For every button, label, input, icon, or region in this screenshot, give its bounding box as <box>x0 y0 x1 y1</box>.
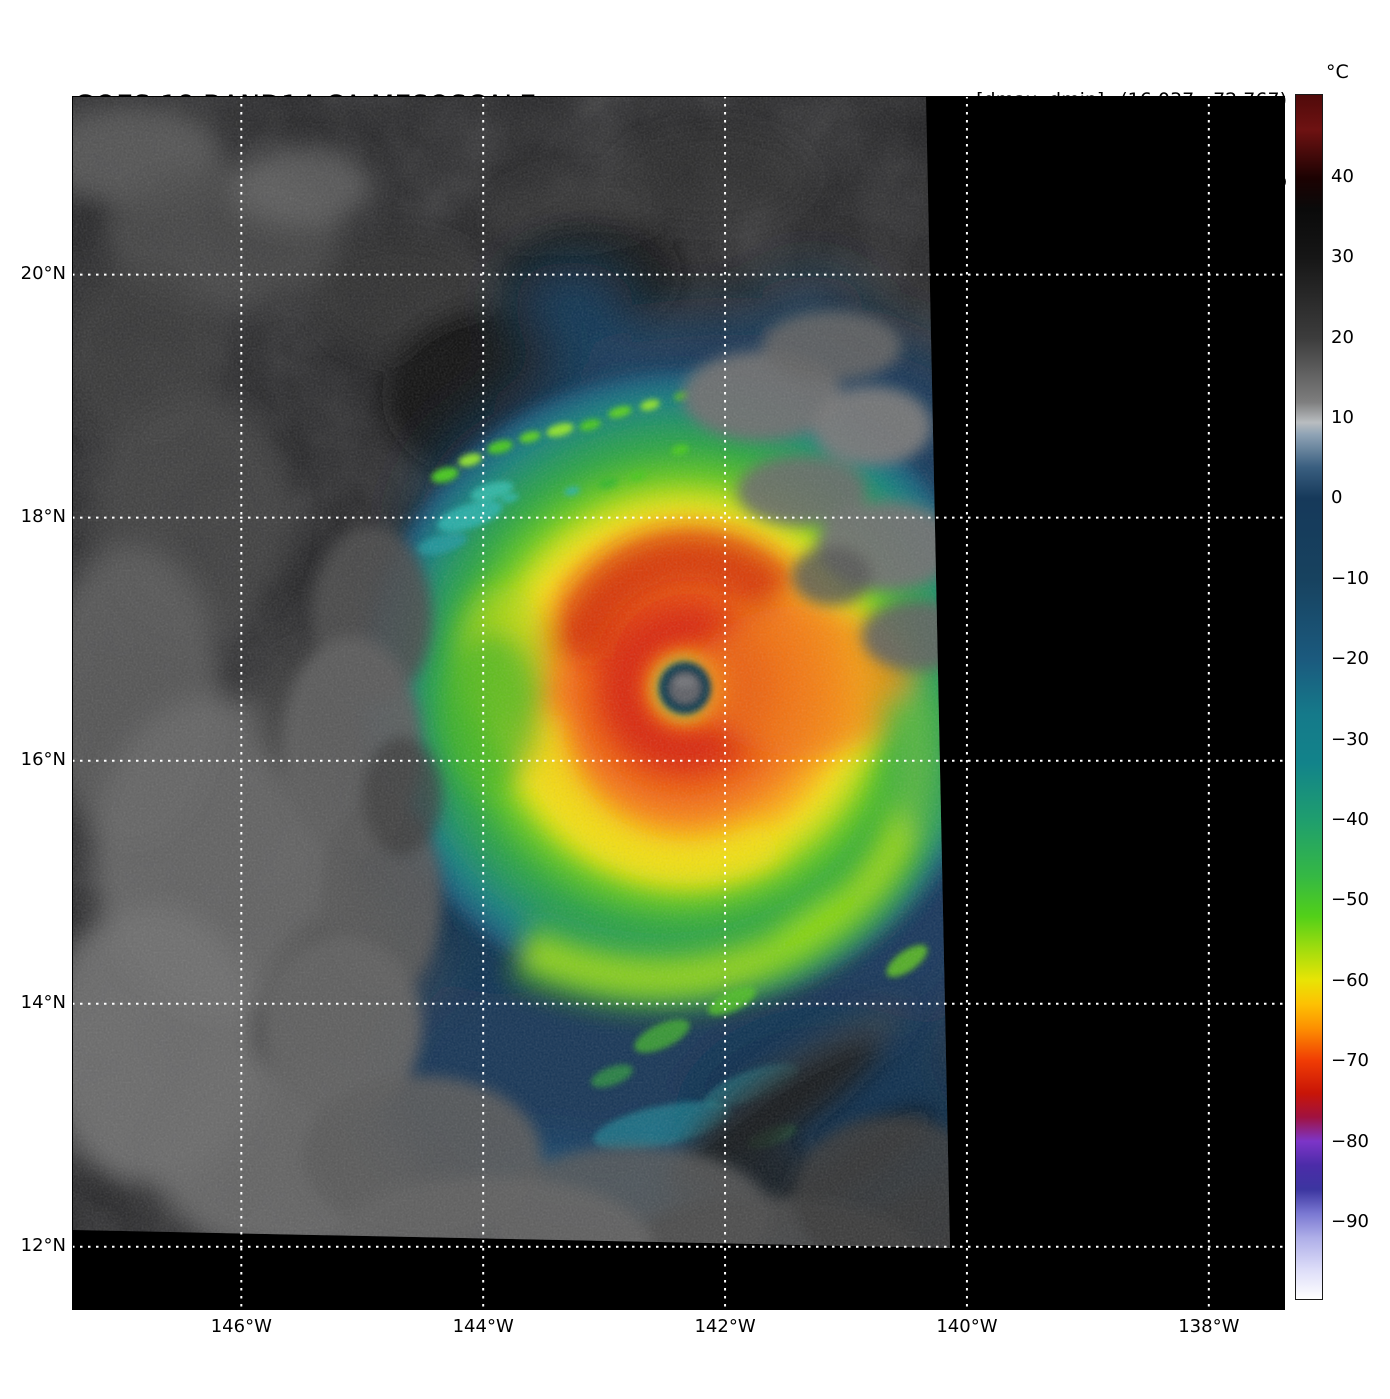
latitude-tick-label: 14°N <box>20 991 66 1013</box>
colorbar-tick-label: 40 <box>1331 165 1354 187</box>
colorbar-tick-label: 0 <box>1331 487 1343 509</box>
figure: GOES-18 BAND14-CA MESOSCALE Time: 2025/0… <box>20 61 1369 1399</box>
colorbar-tick-label: 30 <box>1331 246 1354 268</box>
lat-lon-gridlines <box>72 96 1285 1310</box>
colorbar-tick-label: 10 <box>1331 407 1354 428</box>
longitude-tick-label: 138°W <box>1178 1316 1240 1337</box>
latitude-tick-label: 12°N <box>20 1234 66 1256</box>
image-grain <box>72 96 950 1248</box>
longitude-tick-label: 142°W <box>694 1316 756 1337</box>
longitude-tick-label: 144°W <box>452 1316 514 1337</box>
satellite-image <box>72 96 1285 1310</box>
colorbar-tick-label: −20 <box>1331 648 1369 670</box>
latitude-tick-label: 16°N <box>20 748 66 770</box>
colorbar-tick-label: −60 <box>1331 969 1369 991</box>
colorbar-tick-label: 20 <box>1331 326 1354 348</box>
satellite-map: Copyright © 2020-2025 Dapiya <box>72 96 1285 1399</box>
latitude-tick-label: 20°N <box>20 262 66 284</box>
colorbar-tick-label: −10 <box>1331 567 1369 589</box>
latitude-tick-label: 18°N <box>20 505 66 527</box>
copyright-watermark: Copyright © 2020-2025 Dapiya <box>154 1375 517 1399</box>
colorbar-tick-label: −80 <box>1331 1130 1369 1152</box>
longitude-tick-label: 140°W <box>936 1316 998 1337</box>
colorbar <box>1295 94 1323 1300</box>
data-region <box>72 96 950 1248</box>
colorbar-unit-label: °C <box>1326 61 1349 83</box>
colorbar-tick-label: −90 <box>1331 1211 1369 1232</box>
colorbar-tick-label: −70 <box>1331 1050 1369 1072</box>
axes-frame <box>72 96 1285 1310</box>
colorbar-tick-label: −40 <box>1331 809 1369 830</box>
colorbar-tick-label: −50 <box>1331 889 1369 911</box>
colorbar-tick-label: −30 <box>1331 728 1369 750</box>
longitude-tick-label: 146°W <box>210 1316 272 1337</box>
